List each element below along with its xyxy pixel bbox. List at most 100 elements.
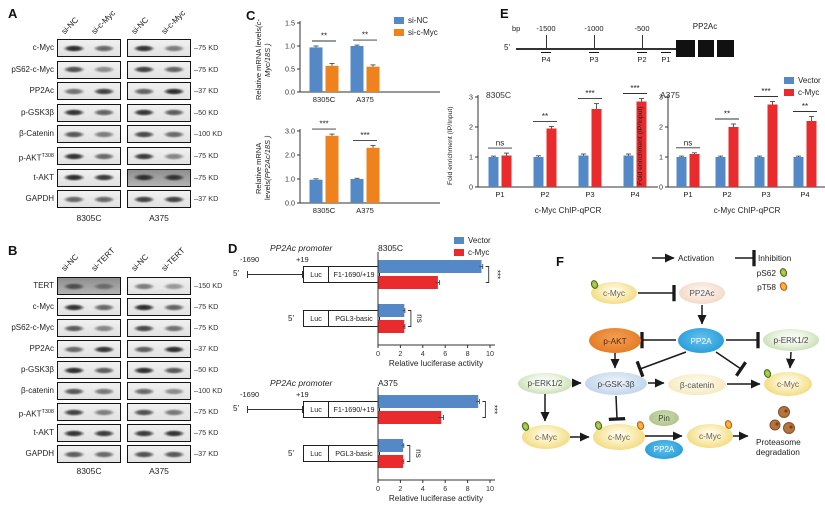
chart-chip-a375: 0 1 2 3 P1 ns P2 ** P3 *** P4 ** A375 c-Myc ChIP-qPCR <box>640 86 825 236</box>
promoter-end-label: +19 <box>296 390 309 399</box>
construct-pgl3: Luc PGL3-basic <box>303 445 380 462</box>
svg-text:***: *** <box>319 120 328 129</box>
blot-image <box>127 147 191 165</box>
legend-color-chip <box>394 17 404 24</box>
bp-label: bp <box>512 24 521 33</box>
svg-text:10: 10 <box>486 349 494 358</box>
molecular-weight-label: 75 KD <box>194 302 218 311</box>
five-prime-label: 5' <box>233 404 239 413</box>
legend-si: si-NC si-c-Myc <box>394 16 438 40</box>
svg-text:P1: P1 <box>683 190 692 199</box>
svg-text:4: 4 <box>421 349 425 358</box>
panel-e-label: E <box>500 6 509 21</box>
promoter-line <box>247 409 304 410</box>
blot-image <box>127 424 191 442</box>
blot-image <box>57 190 121 209</box>
svg-text:8305C: 8305C <box>313 95 336 104</box>
svg-text:8: 8 <box>466 349 470 358</box>
panel-b-western-blot: si-NC si-TERT si-NC si-TERT TERT 150 KD c-Myc 7… <box>0 0 230 510</box>
panel-b-label: B <box>8 243 18 258</box>
protein-label: β-catenin <box>20 386 54 395</box>
blot-image <box>57 82 121 101</box>
chart-luciferase-8305c: 0 2 4 6 8 10 *** ns Relative luciferase activity <box>376 250 562 372</box>
bar-chart-svg: 0.0 1.0 2.0 3.0 8305C *** A375 *** <box>285 120 440 215</box>
svg-text:0.5: 0.5 <box>285 64 295 73</box>
blot-image <box>57 277 121 295</box>
svg-text:ns: ns <box>684 138 692 147</box>
molecular-weight-label: 100 KD <box>194 129 222 138</box>
node-perk: p-ERK1/2 <box>763 329 819 351</box>
promoter-end-label: +19 <box>296 255 309 264</box>
svg-text:0: 0 <box>659 182 663 191</box>
node-pgsk3b: p-GSK-3β <box>585 372 647 395</box>
svg-text:6: 6 <box>443 484 447 493</box>
legend-pt58-label: pT58 <box>757 282 776 292</box>
chart-luciferase-a375: 0 2 4 6 8 10 *** ns Relative luciferase activity <box>376 385 562 507</box>
promoter-start-label: -1690 <box>240 390 260 399</box>
promoter-line <box>247 274 304 275</box>
hbar-chart-svg: 0 2 4 6 8 10 *** ns Relative luciferase activity <box>376 252 502 368</box>
svg-text:1.5: 1.5 <box>285 18 295 27</box>
molecular-weight-label: 50 KD <box>194 108 218 117</box>
legend-color-chip <box>784 77 794 84</box>
legend-item: si-c-Myc <box>394 28 438 37</box>
legend-item: c-Myc <box>784 88 821 97</box>
blot-image <box>57 361 121 379</box>
svg-text:ns: ns <box>496 139 504 148</box>
svg-text:6: 6 <box>443 349 447 358</box>
bp-tick-label: -1500 <box>536 24 556 33</box>
node-pin: Pin <box>649 410 679 426</box>
luc-label: Luc <box>304 402 329 417</box>
svg-text:c-Myc ChIP-qPCR: c-Myc ChIP-qPCR <box>535 206 602 215</box>
five-prime-label: 5' <box>233 269 239 278</box>
blot-image <box>127 340 191 358</box>
node-pakt: p-AKT <box>589 328 641 353</box>
legend-vector-cmyc: Vector c-Myc <box>454 236 491 260</box>
node-perk: p-ERK1/2 <box>518 373 572 394</box>
protein-label: t-AKT <box>33 172 54 182</box>
construct-f1: Luc F1-1690/+19 <box>303 401 380 418</box>
molecular-weight-label: 150 KD <box>194 281 222 290</box>
svg-text:P2: P2 <box>722 190 731 199</box>
d-bottom-title: A375 <box>378 378 398 388</box>
blot-image <box>127 82 191 101</box>
protein-label: pS62-c-Myc <box>11 323 54 332</box>
probe-label: P4 <box>541 55 551 64</box>
svg-text:1.0: 1.0 <box>285 174 295 183</box>
gene-label: PP2Ac <box>692 22 718 31</box>
svg-text:P1: P1 <box>495 190 504 199</box>
svg-text:**: ** <box>724 110 730 119</box>
svg-text:P4: P4 <box>630 190 639 199</box>
protein-label: pS62-c-Myc <box>11 64 54 74</box>
protein-label: GAPDH <box>25 449 54 458</box>
molecular-weight-label: 37 KD <box>194 344 218 353</box>
probe-label: P3 <box>589 55 599 64</box>
blot-image <box>127 190 191 209</box>
svg-text:A375: A375 <box>356 206 374 215</box>
legend-color-chip <box>454 237 464 244</box>
svg-text:P2: P2 <box>540 190 549 199</box>
svg-text:P3: P3 <box>585 190 594 199</box>
blot-image <box>57 382 121 400</box>
blot-image <box>57 168 121 187</box>
svg-text:P4: P4 <box>800 190 809 199</box>
cell-line-label: A375 <box>149 213 169 223</box>
bp-tick-label: -500 <box>634 24 650 33</box>
legend-item: Vector <box>784 76 821 85</box>
protein-label: t-AKT <box>33 428 54 437</box>
blot-image <box>57 103 121 122</box>
svg-text:***: *** <box>360 131 369 140</box>
blot-image <box>127 39 191 57</box>
svg-text:0: 0 <box>376 484 380 493</box>
molecular-weight-label: 75 KD <box>194 43 218 52</box>
node-cmyc: c-Myc <box>764 372 812 396</box>
blot-image <box>127 445 191 463</box>
luc-label: Luc <box>304 311 329 326</box>
svg-text:**: ** <box>321 32 327 41</box>
blot-image <box>57 445 121 463</box>
chart-chip-8305c: 0 1 2 3 P1 ns P2 ** P3 *** P4 *** 8305C c-Myc ChIP-qP… <box>450 84 658 236</box>
pgl3-label: PGL3-basic <box>335 314 373 323</box>
blot-image <box>57 147 121 165</box>
legend-item: c-Myc <box>454 248 491 257</box>
